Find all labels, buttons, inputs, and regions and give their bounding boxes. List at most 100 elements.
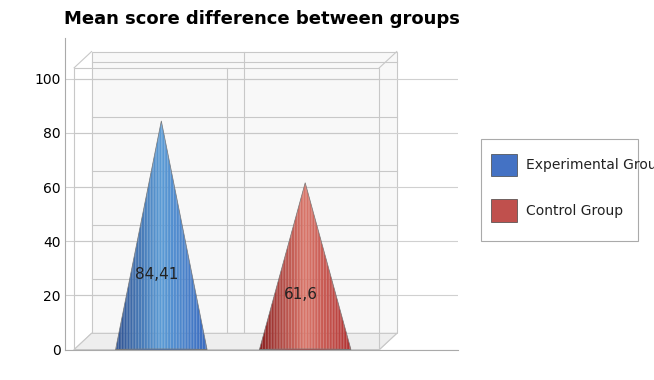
Polygon shape	[349, 344, 351, 350]
Polygon shape	[316, 222, 317, 350]
Polygon shape	[122, 312, 123, 350]
Polygon shape	[181, 220, 182, 350]
Polygon shape	[180, 212, 181, 350]
Polygon shape	[204, 334, 205, 350]
Polygon shape	[270, 305, 271, 350]
Polygon shape	[117, 334, 118, 350]
Polygon shape	[305, 183, 307, 350]
Polygon shape	[296, 211, 298, 350]
Polygon shape	[294, 216, 296, 350]
Polygon shape	[333, 283, 334, 350]
Bar	[92, 52, 397, 333]
Polygon shape	[126, 288, 128, 350]
Polygon shape	[288, 238, 290, 350]
Polygon shape	[141, 212, 143, 350]
Polygon shape	[322, 244, 324, 350]
Polygon shape	[311, 205, 313, 350]
Polygon shape	[195, 288, 196, 350]
Polygon shape	[292, 227, 293, 350]
Polygon shape	[290, 233, 292, 350]
Polygon shape	[328, 266, 330, 350]
Polygon shape	[298, 205, 299, 350]
Ellipse shape	[116, 349, 207, 350]
FancyBboxPatch shape	[481, 139, 638, 241]
Polygon shape	[134, 250, 135, 350]
Polygon shape	[160, 121, 162, 350]
Polygon shape	[348, 339, 349, 350]
Polygon shape	[285, 249, 287, 350]
Polygon shape	[337, 299, 339, 350]
Ellipse shape	[260, 349, 351, 350]
Polygon shape	[169, 159, 171, 350]
Polygon shape	[267, 316, 269, 350]
Polygon shape	[155, 144, 157, 350]
Polygon shape	[261, 339, 262, 350]
Polygon shape	[157, 136, 158, 350]
Polygon shape	[339, 305, 340, 350]
Polygon shape	[187, 250, 189, 350]
Polygon shape	[118, 327, 120, 350]
Polygon shape	[324, 249, 325, 350]
Polygon shape	[192, 273, 194, 350]
Polygon shape	[182, 228, 184, 350]
Polygon shape	[186, 243, 187, 350]
Text: Experimental Group: Experimental Group	[526, 158, 654, 172]
Polygon shape	[150, 166, 152, 350]
Polygon shape	[203, 327, 204, 350]
Polygon shape	[148, 182, 149, 350]
Polygon shape	[140, 220, 141, 350]
Polygon shape	[283, 261, 284, 350]
Text: 84,41: 84,41	[135, 267, 179, 282]
Polygon shape	[135, 243, 137, 350]
Polygon shape	[194, 281, 195, 350]
Polygon shape	[308, 194, 310, 350]
Polygon shape	[171, 166, 172, 350]
Polygon shape	[320, 238, 322, 350]
Text: 61,6: 61,6	[284, 287, 318, 302]
Polygon shape	[173, 182, 175, 350]
Polygon shape	[123, 304, 125, 350]
Polygon shape	[293, 222, 294, 350]
Polygon shape	[131, 266, 132, 350]
Bar	[74, 68, 379, 350]
Polygon shape	[299, 200, 301, 350]
Polygon shape	[164, 136, 166, 350]
Polygon shape	[331, 277, 333, 350]
Polygon shape	[205, 342, 207, 350]
Polygon shape	[196, 296, 198, 350]
Polygon shape	[310, 200, 311, 350]
Polygon shape	[342, 316, 343, 350]
Polygon shape	[317, 227, 319, 350]
Polygon shape	[172, 174, 173, 350]
Polygon shape	[149, 174, 150, 350]
Polygon shape	[129, 273, 131, 350]
Polygon shape	[154, 151, 155, 350]
Polygon shape	[163, 128, 164, 350]
Polygon shape	[190, 266, 192, 350]
Polygon shape	[330, 272, 331, 350]
Polygon shape	[340, 311, 342, 350]
Polygon shape	[184, 235, 186, 350]
Polygon shape	[145, 197, 146, 350]
Polygon shape	[120, 319, 122, 350]
Polygon shape	[275, 288, 276, 350]
Polygon shape	[178, 205, 180, 350]
Polygon shape	[336, 294, 337, 350]
Polygon shape	[303, 183, 305, 350]
Polygon shape	[281, 266, 283, 350]
Polygon shape	[262, 333, 264, 350]
Polygon shape	[137, 235, 139, 350]
Polygon shape	[278, 277, 279, 350]
Polygon shape	[273, 294, 275, 350]
Polygon shape	[279, 272, 281, 350]
Title: Mean score difference between groups: Mean score difference between groups	[63, 10, 460, 28]
Polygon shape	[301, 194, 302, 350]
Polygon shape	[201, 319, 203, 350]
Polygon shape	[74, 333, 397, 350]
Bar	[490, 199, 517, 222]
Polygon shape	[158, 128, 160, 350]
Polygon shape	[271, 299, 273, 350]
Polygon shape	[276, 283, 278, 350]
Text: Control Group: Control Group	[526, 204, 624, 217]
Polygon shape	[143, 205, 145, 350]
